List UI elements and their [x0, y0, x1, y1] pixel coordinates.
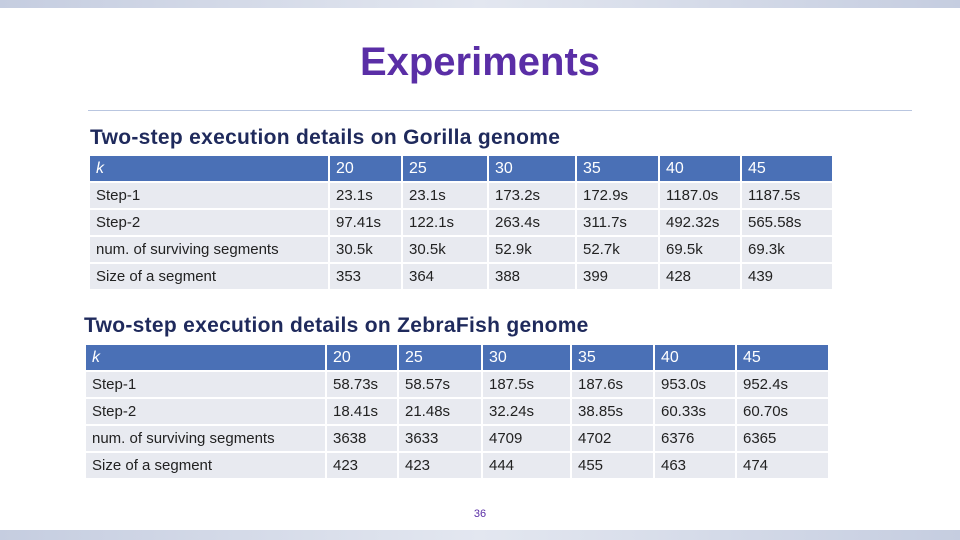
table-heading: Two-step execution details on Gorilla ge…: [90, 126, 561, 149]
table-cell: 69.5k: [658, 235, 742, 264]
table-cell: 4702: [570, 424, 655, 453]
header-row: k 20 25 30 35 40 45: [84, 343, 830, 372]
table-cell: 21.48s: [397, 397, 483, 426]
bottom-strip: [0, 530, 960, 540]
table-row: Step-2 97.41s 122.1s 263.4s 311.7s 492.32s 565…: [88, 208, 834, 237]
header-cell: 35: [570, 343, 655, 372]
header-cell: k: [84, 343, 327, 372]
table-cell: 6376: [653, 424, 737, 453]
table-cell: 311.7s: [575, 208, 660, 237]
table-cell: 439: [740, 262, 834, 291]
table-cell: 565.58s: [740, 208, 834, 237]
header-cell: 30: [481, 343, 572, 372]
table-cell: 364: [401, 262, 489, 291]
table-cell: 6365: [735, 424, 830, 453]
header-cell: 40: [653, 343, 737, 372]
table-cell: 23.1s: [328, 181, 403, 210]
table-cell: 58.57s: [397, 370, 483, 399]
header-cell: 40: [658, 154, 742, 183]
table-cell: 953.0s: [653, 370, 737, 399]
table-cell: 122.1s: [401, 208, 489, 237]
table-cell: 69.3k: [740, 235, 834, 264]
header-cell: 20: [325, 343, 399, 372]
table-cell: 52.7k: [575, 235, 660, 264]
table-cell: 388: [487, 262, 577, 291]
table-cell: 58.73s: [325, 370, 399, 399]
table-row: num. of surviving segments 30.5k 30.5k 52.9…: [88, 235, 834, 264]
table-cell: 1187.5s: [740, 181, 834, 210]
table-row: Step-1 23.1s 23.1s 173.2s 172.9s 1187.0s 1187.…: [88, 181, 834, 210]
table-cell: Step-1: [88, 181, 330, 210]
table-cell: 423: [397, 451, 483, 480]
table-row: num. of surviving segments 3638 3633 4709 47…: [84, 424, 830, 453]
table-cell: 474: [735, 451, 830, 480]
header-cell: 25: [401, 154, 489, 183]
header-cell: 20: [328, 154, 403, 183]
top-strip: [0, 0, 960, 8]
table-cell: 444: [481, 451, 572, 480]
table-cell: 97.41s: [328, 208, 403, 237]
table-cell: 952.4s: [735, 370, 830, 399]
table-cell: 30.5k: [328, 235, 403, 264]
slide-title: Experiments: [359, 40, 601, 84]
table-cell: 30.5k: [401, 235, 489, 264]
table-cell: 52.9k: [487, 235, 577, 264]
table-cell: 18.41s: [325, 397, 399, 426]
table-cell: 38.85s: [570, 397, 655, 426]
table-cell: 4709: [481, 424, 572, 453]
table-row: Step-2 18.41s 21.48s 32.24s 38.85s 60.33s 60.7…: [84, 397, 830, 426]
table-cell: 492.32s: [658, 208, 742, 237]
table-cell: 3633: [397, 424, 483, 453]
table-cell: 23.1s: [401, 181, 489, 210]
table-cell: 172.9s: [575, 181, 660, 210]
table-cell: Size of a segment: [84, 451, 327, 480]
table-cell: 353: [328, 262, 403, 291]
table-cell: num. of surviving segments: [88, 235, 330, 264]
table-cell: Step-2: [84, 397, 327, 426]
table-cell: 399: [575, 262, 660, 291]
table-cell: Step-1: [84, 370, 327, 399]
table-cell: 428: [658, 262, 742, 291]
table-cell: 60.70s: [735, 397, 830, 426]
table-cell: 60.33s: [653, 397, 737, 426]
table-cell: 455: [570, 451, 655, 480]
header-cell: 30: [487, 154, 577, 183]
table-cell: 187.5s: [481, 370, 572, 399]
table-row: Step-1 58.73s 58.57s 187.5s 187.6s 953.0s 952.…: [84, 370, 830, 399]
page-number: 36: [473, 508, 487, 520]
header-cell: 25: [397, 343, 483, 372]
table-cell: 463: [653, 451, 737, 480]
header-cell: k: [88, 154, 330, 183]
table-cell: 173.2s: [487, 181, 577, 210]
title-rule: [88, 110, 912, 111]
table-cell: 1187.0s: [658, 181, 742, 210]
header-cell: 35: [575, 154, 660, 183]
table-row: Size of a segment 423 423 444 455 463 474: [84, 451, 830, 480]
table-cell: 187.6s: [570, 370, 655, 399]
header-cell: 45: [735, 343, 830, 372]
table-cell: num. of surviving segments: [84, 424, 327, 453]
table-cell: 423: [325, 451, 399, 480]
table-cell: 3638: [325, 424, 399, 453]
table-heading: Two-step execution details on ZebraFish …: [84, 314, 589, 337]
data-table: k 20 25 30 35 40 45 Step-1 23.1s 23.1s 173.2s 172.9…: [88, 154, 834, 291]
table-cell: 32.24s: [481, 397, 572, 426]
table-cell: Step-2: [88, 208, 330, 237]
header-cell: 45: [740, 154, 834, 183]
table-cell: 263.4s: [487, 208, 577, 237]
table-row: Size of a segment 353 364 388 399 428 439: [88, 262, 834, 291]
header-row: k 20 25 30 35 40 45: [88, 154, 834, 183]
data-table: k 20 25 30 35 40 45 Step-1 58.73s 58.57s 187.5s 187…: [84, 343, 830, 480]
table-cell: Size of a segment: [88, 262, 330, 291]
